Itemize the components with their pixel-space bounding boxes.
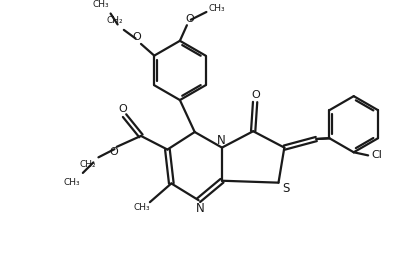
Text: Cl: Cl (372, 150, 383, 161)
Text: O: O (185, 14, 194, 24)
Text: CH₂: CH₂ (106, 16, 123, 25)
Text: O: O (133, 32, 141, 42)
Text: CH₃: CH₃ (92, 0, 109, 9)
Text: CH₃: CH₃ (133, 203, 149, 212)
Text: S: S (282, 182, 289, 195)
Text: O: O (109, 147, 118, 157)
Text: O: O (252, 90, 260, 100)
Text: O: O (119, 104, 127, 114)
Text: N: N (195, 201, 204, 215)
Text: N: N (216, 134, 225, 147)
Text: CH₃: CH₃ (208, 4, 225, 13)
Text: CH₂: CH₂ (80, 160, 97, 169)
Text: CH₃: CH₃ (64, 178, 80, 187)
